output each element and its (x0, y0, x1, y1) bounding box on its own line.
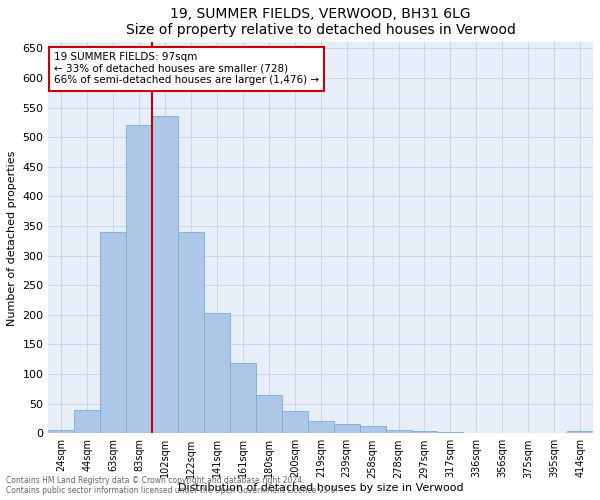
Bar (230, 364, 256, 434)
Bar (74, 410, 100, 434)
Bar (282, 411, 308, 434)
Bar (334, 424, 359, 434)
Bar (49, 430, 74, 434)
Bar (463, 432, 490, 434)
Bar (100, 232, 126, 434)
Bar (178, 232, 204, 434)
Bar (152, 116, 178, 434)
Bar (515, 432, 541, 434)
Bar (412, 431, 437, 434)
Y-axis label: Number of detached properties: Number of detached properties (7, 150, 17, 326)
Title: 19, SUMMER FIELDS, VERWOOD, BH31 6LG
Size of property relative to detached house: 19, SUMMER FIELDS, VERWOOD, BH31 6LG Siz… (126, 7, 516, 37)
Bar (386, 430, 412, 434)
Bar (126, 126, 152, 434)
Bar (567, 431, 593, 434)
X-axis label: Distribution of detached houses by size in Verwood: Distribution of detached houses by size … (178, 483, 464, 493)
Bar (308, 422, 334, 434)
Bar (359, 426, 386, 434)
Text: Contains HM Land Registry data © Crown copyright and database right 2024.
Contai: Contains HM Land Registry data © Crown c… (6, 476, 338, 495)
Bar (256, 395, 282, 434)
Bar (204, 313, 230, 434)
Text: 19 SUMMER FIELDS: 97sqm
← 33% of detached houses are smaller (728)
66% of semi-d: 19 SUMMER FIELDS: 97sqm ← 33% of detache… (54, 52, 319, 86)
Bar (437, 432, 463, 434)
